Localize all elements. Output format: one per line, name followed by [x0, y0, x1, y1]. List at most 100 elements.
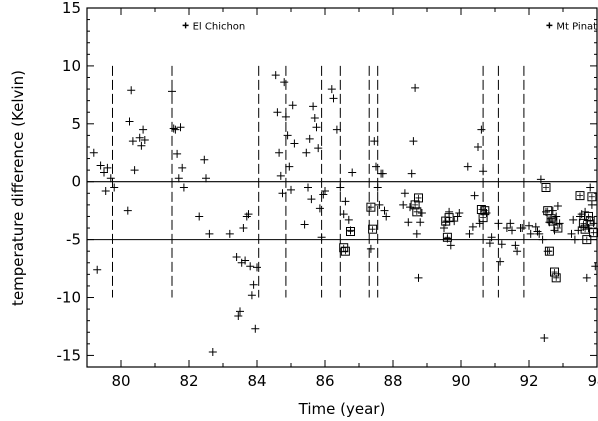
- x-tick-label: 86: [315, 372, 334, 390]
- data-point-plus: [470, 191, 479, 200]
- data-point-plus: [463, 162, 472, 171]
- data-point-plus: [179, 183, 188, 192]
- data-point-square-cross: [583, 236, 590, 243]
- y-tick-label: 15: [62, 0, 81, 17]
- data-point-square: [551, 273, 561, 283]
- data-point-plus: [246, 262, 255, 271]
- data-point-square: [585, 216, 595, 226]
- data-point-plus: [513, 247, 522, 256]
- data-point-plus: [174, 174, 183, 183]
- data-point-plus: [305, 134, 314, 143]
- data-point-plus: [497, 240, 506, 249]
- data-point-square: [480, 206, 490, 216]
- data-point-plus: [310, 114, 319, 123]
- data-point-plus: [468, 222, 477, 231]
- data-point-plus: [382, 212, 391, 221]
- data-point-square: [575, 191, 585, 201]
- x-axis-label: Time (year): [298, 400, 386, 418]
- y-tick-label: -10: [57, 289, 82, 307]
- data-point-plus: [281, 112, 290, 121]
- data-point-plus: [280, 78, 289, 87]
- data-point-plus: [327, 85, 336, 94]
- data-point-plus: [479, 167, 488, 176]
- data-point-plus: [380, 206, 389, 215]
- data-point-plus: [502, 224, 511, 233]
- data-point-plus: [409, 137, 418, 146]
- data-point-plus: [140, 136, 149, 145]
- data-point-plus: [241, 256, 250, 265]
- x-tick-label: 94: [587, 372, 598, 390]
- data-point-square-cross: [543, 184, 549, 191]
- data-point-plus: [412, 229, 421, 238]
- data-point-plus: [511, 241, 520, 250]
- data-point-plus: [581, 207, 590, 216]
- data-point-square: [340, 246, 350, 256]
- data-point-plus: [339, 210, 348, 219]
- data-point-plus: [273, 108, 282, 117]
- data-point-square: [412, 207, 422, 217]
- data-point-square-cross: [444, 234, 451, 241]
- data-point-plus: [139, 125, 148, 134]
- data-point-plus: [525, 221, 533, 230]
- data-point-plus: [496, 257, 505, 266]
- data-point-plus: [475, 219, 484, 228]
- data-point-plus: [332, 125, 341, 134]
- data-point-plus: [278, 189, 287, 198]
- data-point-square-cross: [412, 201, 419, 208]
- x-tick-label: 80: [111, 372, 130, 390]
- data-points: [89, 71, 598, 356]
- data-point-plus: [550, 226, 559, 235]
- data-point-plus: [375, 200, 384, 209]
- data-point-plus: [169, 124, 178, 133]
- data-point-square: [546, 214, 556, 224]
- data-point-plus: [171, 125, 180, 134]
- data-point-plus: [344, 215, 353, 224]
- data-point-plus: [234, 312, 243, 321]
- data-point-plus: [137, 141, 146, 150]
- data-point-plus: [465, 229, 474, 238]
- data-point-plus: [202, 174, 210, 183]
- data-point-plus: [195, 212, 204, 221]
- data-point-plus: [251, 324, 260, 333]
- data-point-square: [478, 213, 488, 223]
- data-point-plus: [455, 208, 464, 217]
- y-tick-label: 5: [71, 115, 81, 133]
- data-point-plus: [127, 86, 136, 95]
- data-point-plus: [372, 162, 380, 171]
- plot-frame: [86, 7, 598, 368]
- data-point-square: [587, 192, 597, 202]
- data-point-square-cross: [554, 225, 561, 232]
- data-point-plus: [315, 204, 324, 213]
- data-point-plus: [485, 239, 494, 248]
- data-point-plus: [93, 265, 102, 274]
- y-axis-label: temperature difference (Kelvin): [9, 70, 27, 306]
- data-point-plus: [103, 163, 112, 172]
- annotation-marker: [546, 22, 553, 29]
- data-point-plus: [125, 117, 134, 126]
- data-point-plus: [414, 273, 423, 282]
- data-point-plus: [531, 222, 540, 231]
- data-point-plus: [106, 174, 115, 183]
- data-point-plus: [205, 229, 214, 238]
- data-point-square-cross: [553, 274, 560, 281]
- data-point-plus: [178, 163, 187, 172]
- data-point-plus: [288, 101, 297, 110]
- data-point-plus: [373, 183, 382, 192]
- data-point-plus: [285, 162, 294, 171]
- data-point-plus: [225, 229, 234, 238]
- data-point-plus: [446, 241, 455, 250]
- data-point-plus: [411, 83, 420, 92]
- data-point-plus: [176, 123, 185, 132]
- data-point-plus: [348, 168, 357, 177]
- data-point-square-cross: [588, 193, 595, 200]
- data-point-plus: [135, 133, 144, 142]
- data-point-square: [339, 243, 349, 253]
- data-point-plus: [110, 183, 119, 192]
- data-point-plus: [474, 142, 482, 151]
- annotation-label: El Chichon: [193, 21, 246, 32]
- data-point-plus: [341, 197, 350, 206]
- data-point-square-cross: [367, 204, 374, 211]
- data-point-plus: [253, 263, 261, 272]
- data-point-plus: [304, 183, 312, 192]
